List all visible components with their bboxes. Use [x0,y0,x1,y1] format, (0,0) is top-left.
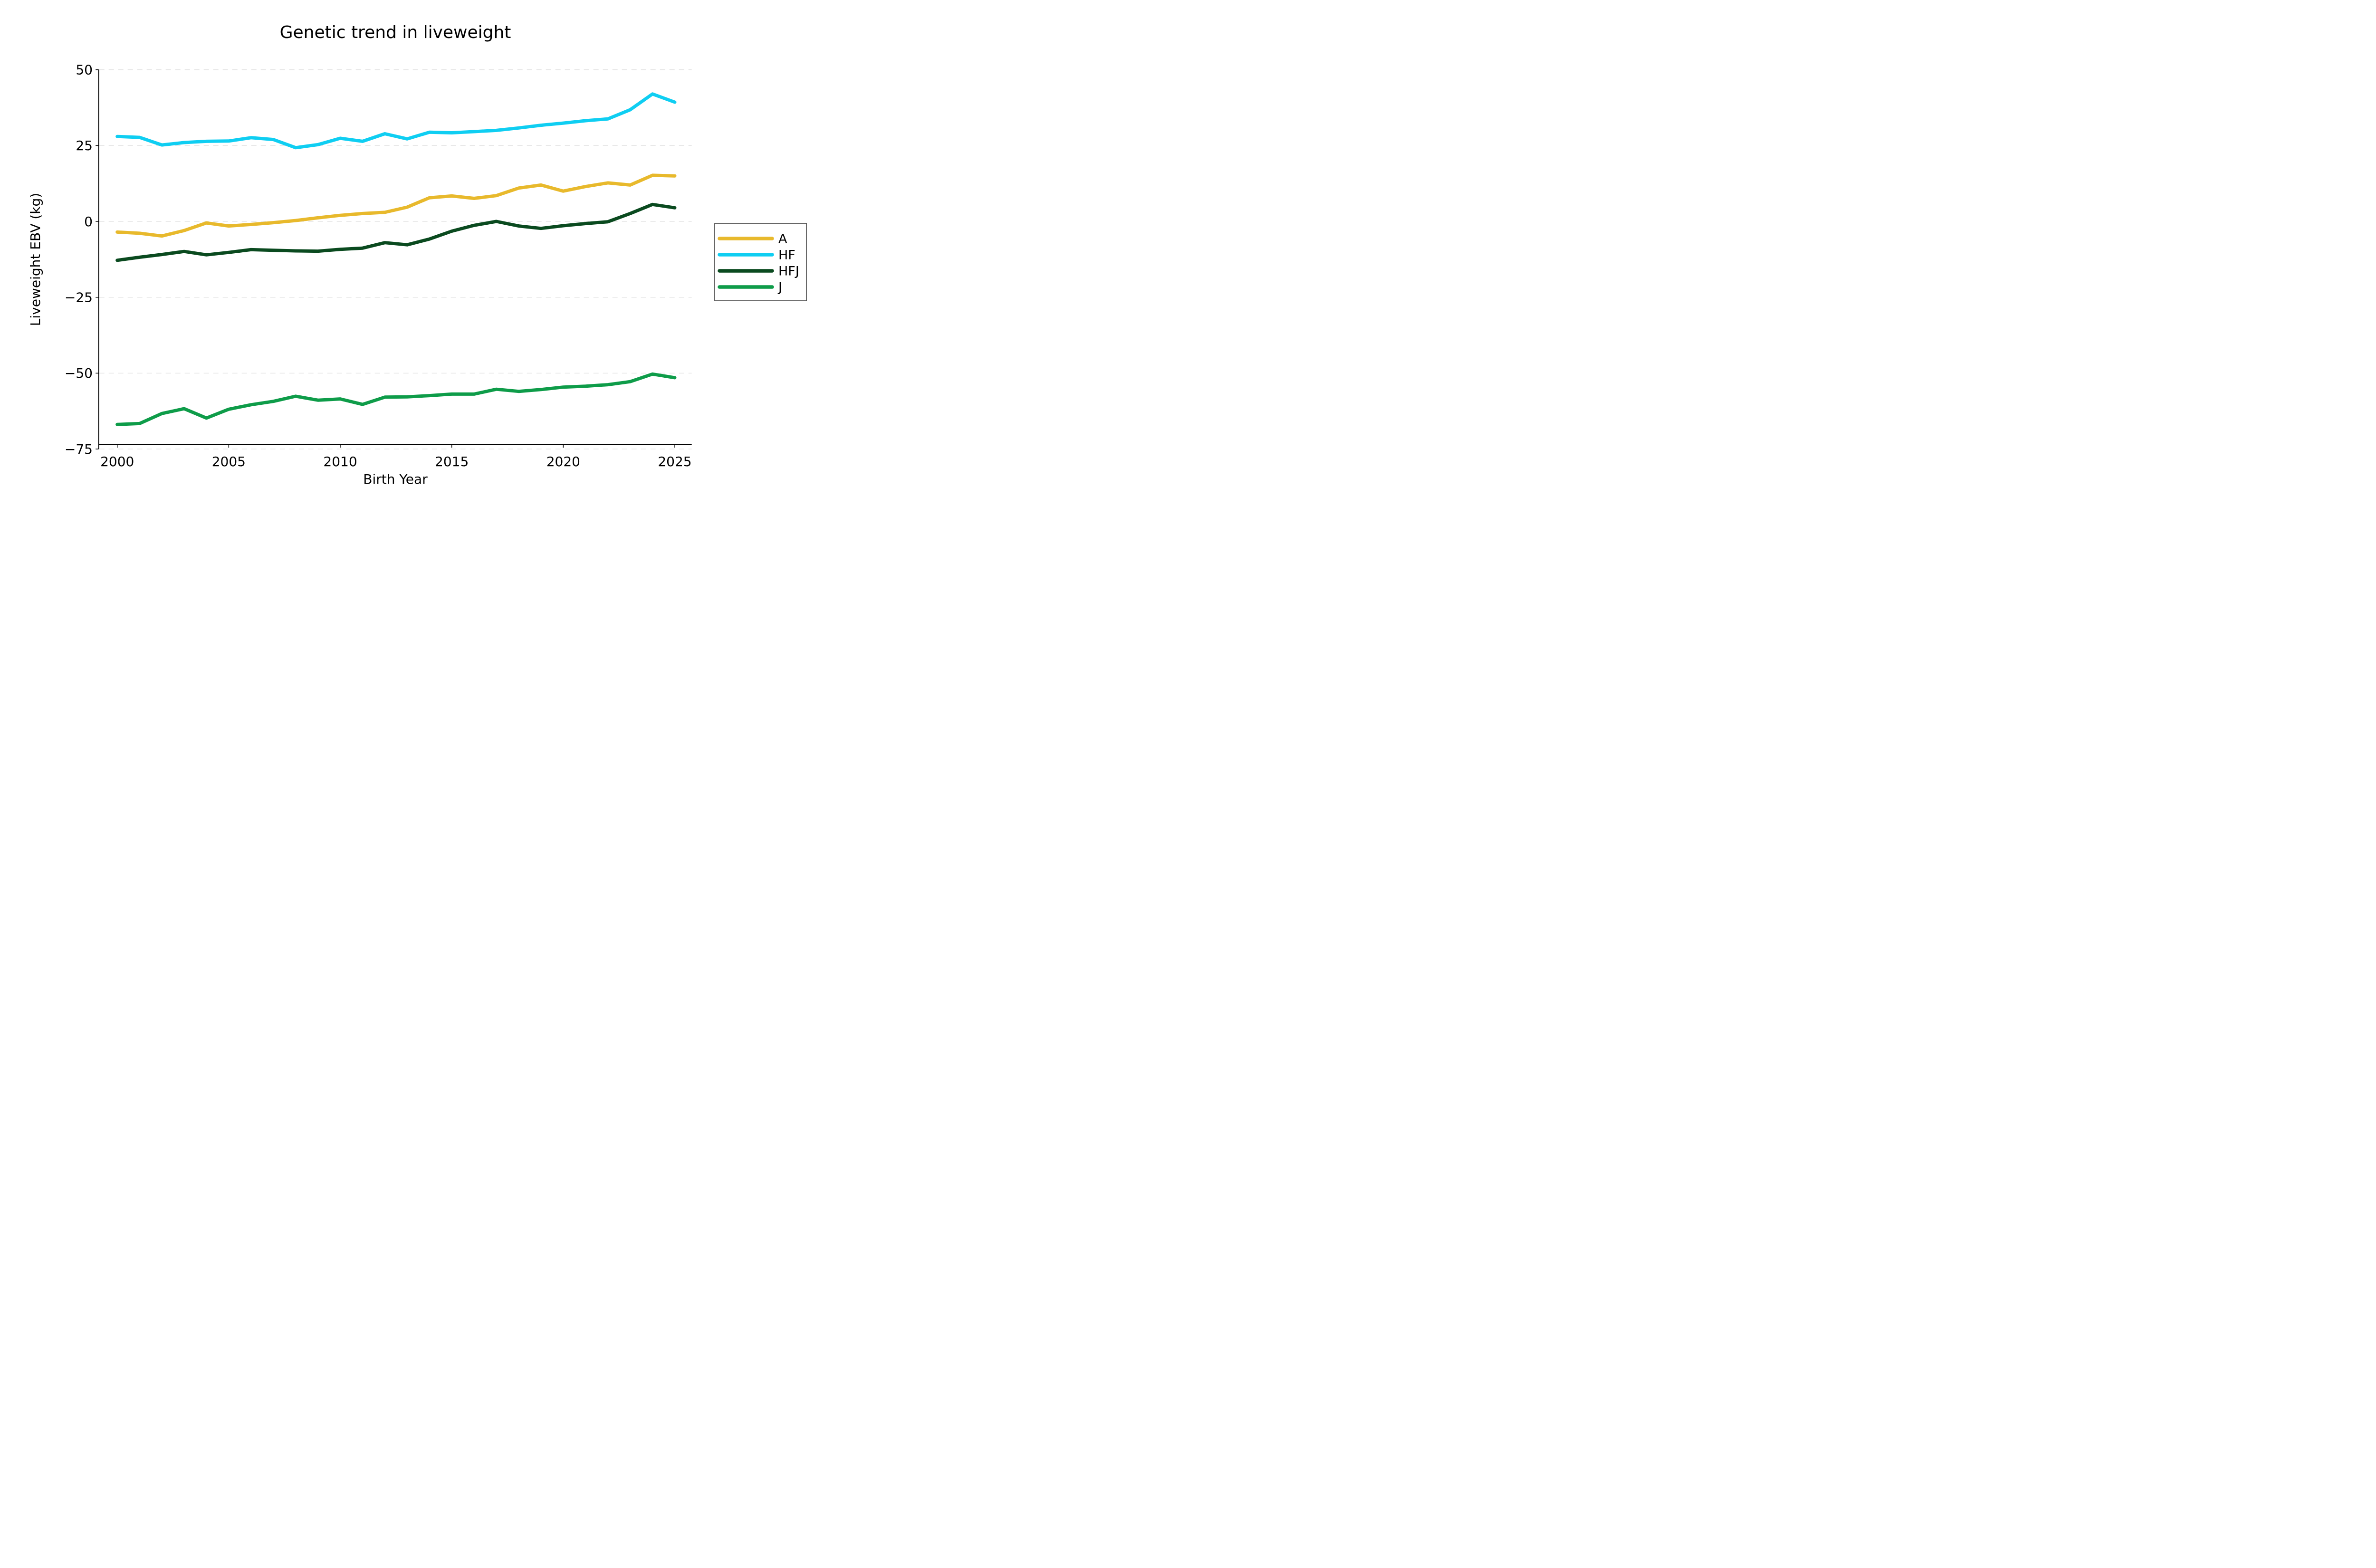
series-lines [115,92,677,426]
y-tick-label: −25 [65,289,93,305]
y-tick-label: 50 [76,62,93,78]
x-tick-label: 2005 [212,454,246,469]
x-tick-label: 2025 [658,454,691,469]
x-axis-ticks: 2000 2005 2010 2015 2020 2025 [100,444,692,469]
liveweight-trend-line-chart: 2000 2005 2010 2015 2020 2025 50250−25−50−75 … [28,23,807,487]
axes-spines [98,69,692,449]
chart-title: Genetic trend in liveweight [280,23,511,42]
x-tick-label: 2015 [435,454,469,469]
y-axis-label: Liveweight EBV (kg) [28,193,43,326]
x-axis-label: Birth Year [363,471,428,487]
x-tick-label: 2000 [100,454,134,469]
gridlines [99,69,692,449]
y-tick-label: −75 [65,441,93,457]
legend-label-HFJ: HFJ [778,264,799,278]
y-tick-label: 25 [76,138,93,153]
figure-canvas: 2000 2005 2010 2015 2020 2025 50 25 0 −25 −50 −75 … [0,0,855,523]
legend-label-J: J [777,280,782,295]
series-line-HFJ [115,202,677,262]
series-line-A [115,173,677,238]
series-line-J [115,372,677,426]
series-line-HF [115,92,677,150]
x-tick-label: 2010 [323,454,357,469]
x-tick-label: 2020 [546,454,580,469]
y-axis-ticks: 50 25 0 −25 −50 −75 [65,62,99,457]
legend-label-A: A [778,231,787,246]
y-tick-label: −50 [65,365,93,381]
legend: A HF HFJ J [714,223,807,301]
y-tick-label: 0 [84,214,93,229]
legend-label-HF: HF [778,248,795,262]
